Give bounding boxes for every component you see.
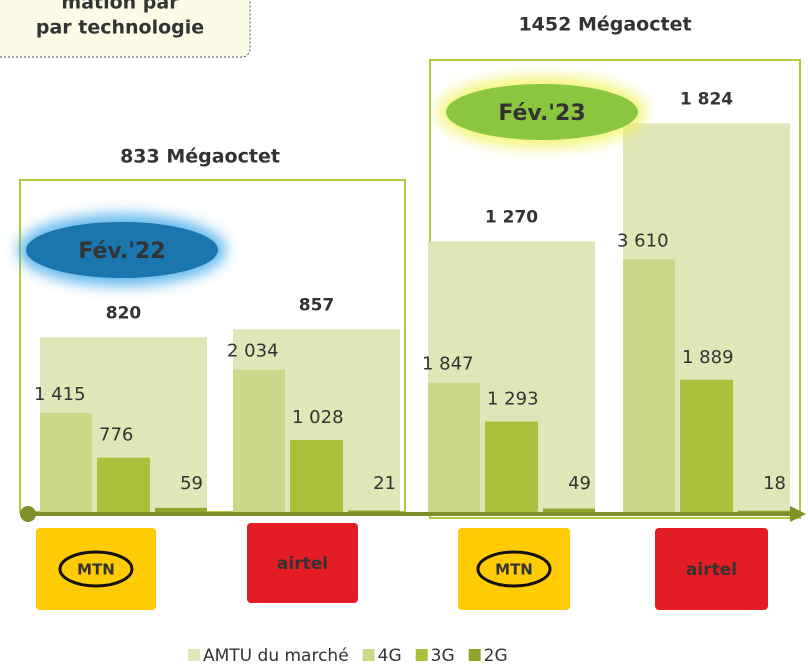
period-label: Fév.'22 <box>78 239 165 264</box>
value-label: 1 270 <box>485 207 538 227</box>
bar <box>233 369 285 512</box>
bar <box>348 510 400 512</box>
value-label: 857 <box>299 295 335 315</box>
period-badge <box>446 84 638 140</box>
legend-label: 3G <box>431 646 455 666</box>
x-tick-label: airtel <box>686 560 737 580</box>
period-total: 1452 Mégaoctet <box>518 14 691 36</box>
bar <box>543 508 595 512</box>
bar <box>485 421 538 512</box>
logo-bg <box>655 528 768 610</box>
bar <box>97 457 150 512</box>
bar <box>155 507 207 512</box>
x-tick-label: airtel <box>277 554 328 574</box>
value-label: 1 293 <box>487 388 539 409</box>
bar <box>738 510 790 512</box>
legend-label: 2G <box>484 646 508 666</box>
value-label: 2 034 <box>227 341 279 362</box>
legend-swatch <box>362 649 375 661</box>
period-total: 833 Mégaoctet <box>120 146 280 168</box>
x-tick-label: MTN <box>77 561 115 579</box>
value-label: 820 <box>106 303 142 323</box>
value-label: 776 <box>99 425 133 446</box>
value-label: 3 610 <box>617 230 669 251</box>
value-label: 1 824 <box>680 89 733 109</box>
bar <box>290 440 343 512</box>
logo-ring <box>476 550 552 588</box>
chart-title: mation par <box>61 0 179 14</box>
value-label: 59 <box>180 473 203 494</box>
bar <box>40 412 92 512</box>
legend-swatch <box>468 649 481 661</box>
axis-origin <box>20 506 36 522</box>
value-label: 1 415 <box>34 384 86 405</box>
legend-label: AMTU du marché <box>203 646 349 666</box>
value-label: 1 028 <box>292 407 344 428</box>
period-badge <box>26 222 218 278</box>
bar <box>428 382 480 512</box>
legend-swatch <box>188 649 200 661</box>
bar <box>623 259 675 512</box>
logo-bg <box>247 523 358 603</box>
logo-ring <box>58 550 134 588</box>
axis-arrow <box>790 506 806 522</box>
value-label: 1 847 <box>422 354 474 375</box>
value-label: 21 <box>373 473 396 494</box>
title-box <box>0 0 251 58</box>
legend-label: 4G <box>378 646 402 666</box>
value-label: 1 889 <box>682 347 734 368</box>
legend-swatch <box>415 649 428 661</box>
value-label: 18 <box>763 473 786 494</box>
value-label: 49 <box>568 473 591 494</box>
period-label: Fév.'23 <box>498 101 585 126</box>
bar <box>680 379 733 512</box>
x-tick-label: MTN <box>495 561 533 579</box>
chart-subtitle: par technologie <box>36 17 204 39</box>
